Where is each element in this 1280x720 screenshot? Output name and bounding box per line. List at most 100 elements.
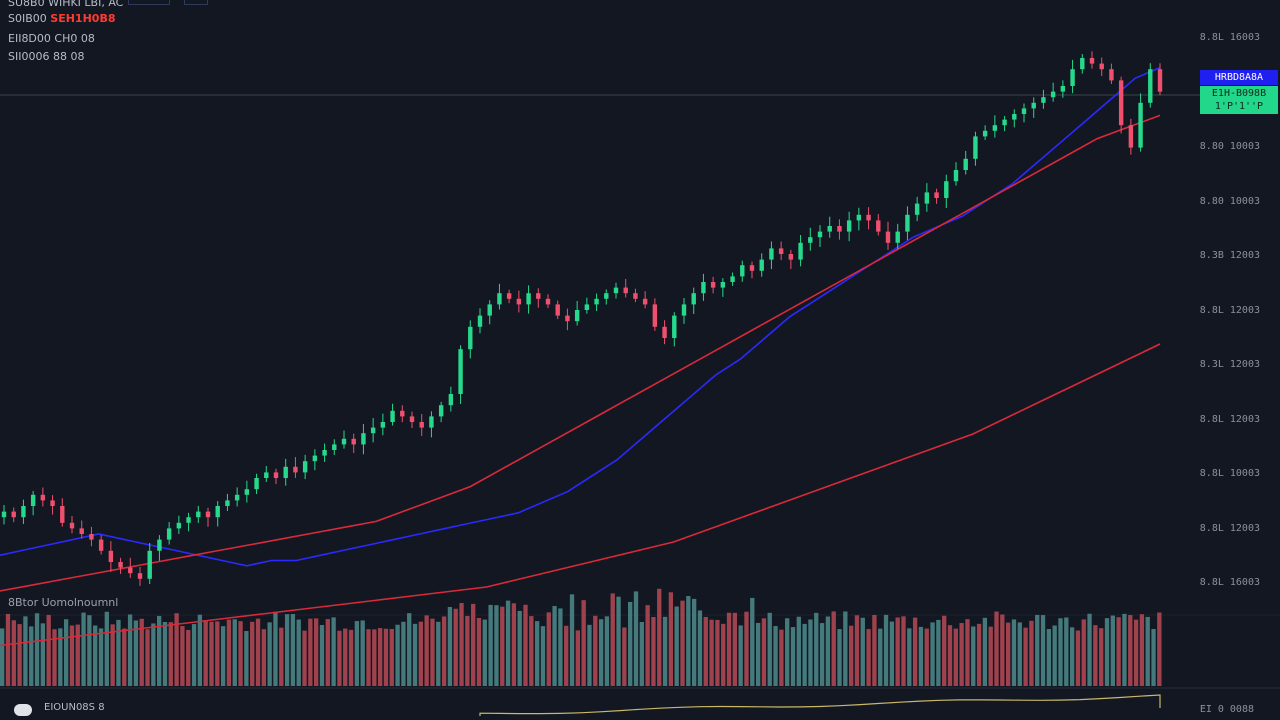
volume-bar — [907, 628, 912, 686]
volume-bar — [273, 611, 278, 686]
candle-body — [30, 494, 36, 506]
volume-bar — [1128, 615, 1133, 686]
volume-bar — [848, 625, 854, 686]
volume-bar — [186, 629, 191, 686]
volume-bar — [325, 619, 330, 686]
volume-bar — [610, 593, 615, 686]
candle-body — [302, 461, 308, 473]
candle-body — [944, 181, 949, 198]
candle-body — [429, 416, 434, 428]
volume-bar — [104, 611, 109, 686]
candle-body — [409, 416, 415, 422]
candle-body — [681, 304, 687, 316]
indicator-icon[interactable] — [14, 704, 32, 716]
volume-bar — [476, 617, 482, 686]
candle-body — [720, 282, 726, 288]
symbol-legend[interactable]: SU8B0 WIHKI LBI, AC — [8, 0, 208, 9]
price-axis-label: 8.8L 12003 — [1199, 522, 1260, 534]
candle-body — [322, 450, 327, 456]
volume-bar — [180, 626, 185, 686]
volume-bar — [831, 611, 836, 686]
volume-bar — [98, 628, 104, 686]
volume-bar — [127, 614, 133, 686]
volume-bar — [337, 630, 342, 686]
volume-bar — [46, 614, 51, 686]
candle-body — [312, 455, 318, 462]
volume-bar — [58, 628, 63, 686]
volume-bar — [604, 616, 610, 686]
volume-bar — [953, 628, 958, 686]
volume-bar — [453, 608, 458, 686]
volume-bar — [1157, 612, 1162, 686]
volume-bar — [471, 603, 476, 686]
candle-body — [79, 528, 84, 534]
volume-bar — [901, 616, 906, 686]
volume-bar — [302, 630, 307, 686]
volume-bar — [593, 615, 598, 686]
volume-bar — [174, 613, 179, 686]
price-tag-blue: HRBD8A8A — [1200, 70, 1278, 85]
volume-bar — [279, 627, 284, 686]
price-axis-label: 8.8L 12003 — [1199, 413, 1260, 425]
candle-body — [400, 410, 405, 417]
candle-body — [176, 522, 182, 529]
volume-bar — [686, 596, 691, 686]
price-tag-line1: E1H-B098B — [1211, 88, 1267, 99]
settings-button[interactable] — [184, 0, 208, 5]
volume-bar — [517, 610, 522, 686]
candle-body — [866, 214, 871, 221]
volume-bar — [1151, 629, 1156, 686]
volume-bar — [569, 594, 575, 686]
volume-bar — [1017, 622, 1022, 686]
candle-body — [458, 349, 463, 394]
volume-bar — [971, 626, 976, 686]
candle-body — [837, 226, 842, 232]
volume-bar — [1081, 619, 1086, 686]
candle-body — [604, 293, 609, 299]
candle-body — [215, 506, 220, 518]
volume-bar — [942, 615, 947, 686]
candle-body — [225, 500, 230, 506]
volume-bar — [936, 619, 941, 686]
candle-body — [817, 231, 823, 238]
volume-bar — [651, 616, 656, 686]
volume-bar — [93, 625, 98, 686]
price-axis-label: 8.80 10003 — [1199, 195, 1260, 207]
volume-bar — [1029, 620, 1034, 686]
volume-bar — [465, 615, 470, 686]
volume-bar — [598, 619, 604, 686]
volume-bar — [662, 616, 668, 686]
candle-body — [798, 242, 803, 260]
volume-bar — [918, 626, 924, 686]
volume-bar — [383, 628, 389, 686]
volume-bar — [401, 621, 406, 686]
legend-label: S0IB00 — [8, 12, 47, 25]
candle-body — [1109, 69, 1114, 81]
volume-bar — [738, 625, 743, 686]
candle-body — [827, 226, 832, 232]
candle-body — [186, 517, 191, 523]
candle-body — [361, 433, 366, 445]
legend-row-4: SII0006 88 08 — [8, 50, 85, 63]
candle-body — [234, 494, 240, 501]
candle-body — [341, 438, 347, 445]
price-axis-label: 8.3B 12003 — [1199, 250, 1260, 261]
volume-bar — [250, 621, 255, 686]
volume-bar — [552, 606, 557, 686]
price-axis-label: 8.3L 12003 — [1199, 359, 1260, 370]
candle-body — [98, 539, 104, 551]
volume-bar — [982, 617, 988, 686]
volume-bar — [1035, 614, 1040, 686]
candle-body — [370, 427, 376, 434]
volume-bar — [1075, 630, 1081, 686]
volume-bar — [122, 628, 127, 686]
volume-bar — [726, 612, 732, 686]
volume-bar — [959, 623, 964, 686]
interval-button[interactable] — [128, 0, 170, 5]
price-axis-label: 8.8L 16003 — [1199, 577, 1260, 588]
volume-bar — [209, 621, 214, 686]
candle-body — [128, 567, 133, 574]
candle-body — [924, 192, 930, 204]
volume-bar — [459, 603, 464, 686]
